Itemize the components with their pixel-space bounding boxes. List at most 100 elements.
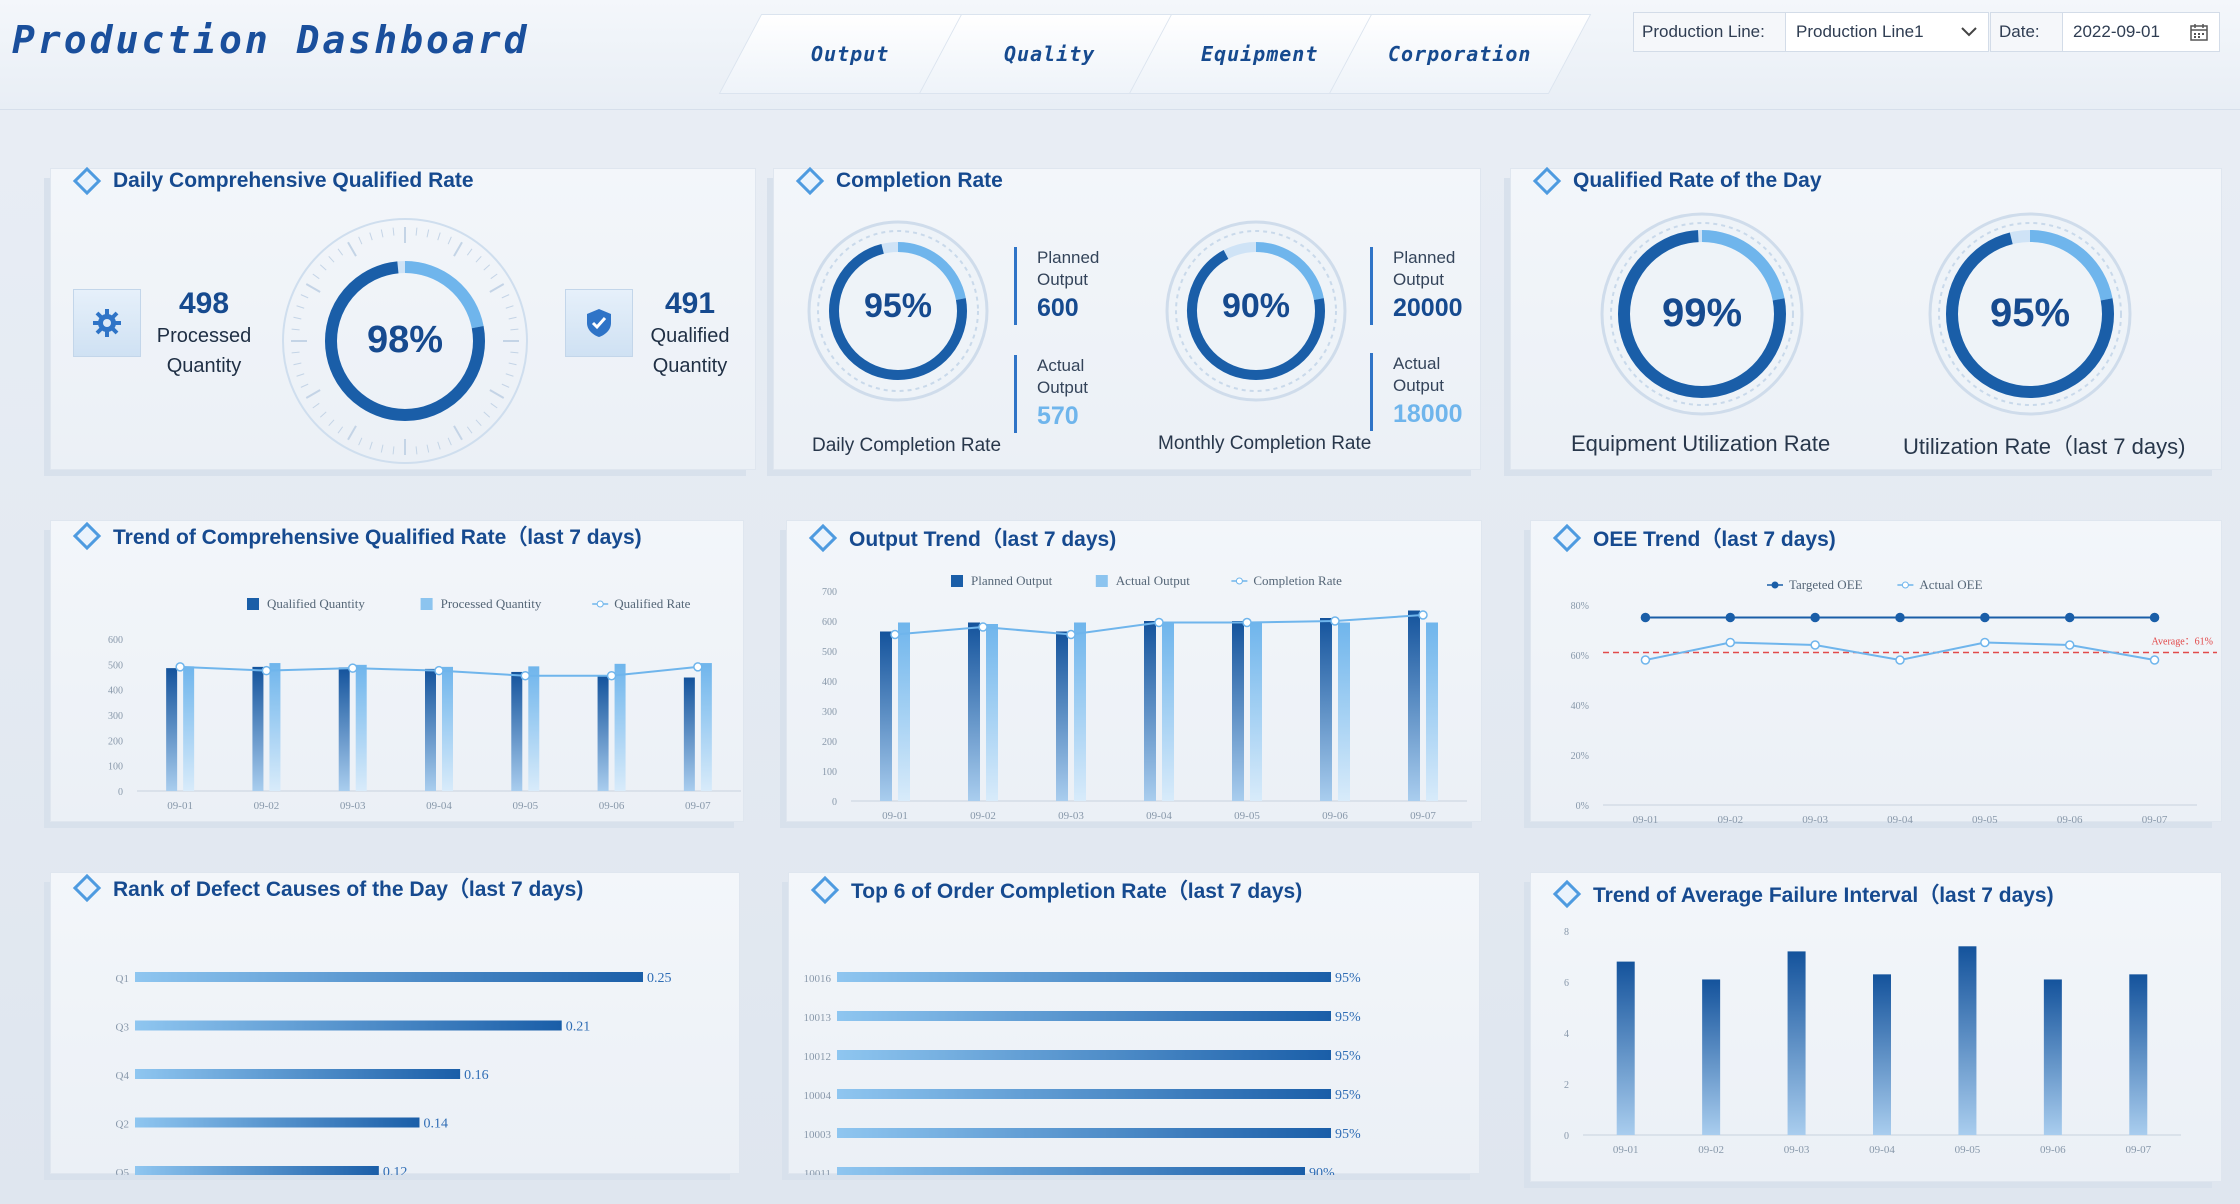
date-filter[interactable]: Date: 2022-09-01 bbox=[1990, 12, 2220, 52]
gauge-tick bbox=[437, 232, 441, 241]
daily-actual-output: Actual Output 570 bbox=[1014, 355, 1088, 433]
gauge-tick bbox=[453, 241, 463, 257]
x-tick-label: 09-02 bbox=[1717, 814, 1743, 823]
daily-planned-output: Planned Output 600 bbox=[1014, 247, 1099, 325]
value-label: 0.25 bbox=[647, 971, 672, 986]
diamond-icon bbox=[1552, 523, 1582, 553]
planned-label-2: Output bbox=[1393, 270, 1445, 289]
gauge-light-arc bbox=[325, 261, 485, 421]
svg-text:Qualified Rate: Qualified Rate bbox=[614, 596, 690, 611]
gauge-tick bbox=[447, 437, 452, 446]
line-point bbox=[693, 662, 703, 672]
line-point bbox=[1418, 610, 1428, 620]
value-label: 95% bbox=[1335, 1127, 1361, 1142]
gauge-tick bbox=[483, 411, 491, 418]
y-tick-label: 0% bbox=[1576, 801, 1589, 812]
gauge-tick bbox=[501, 294, 510, 299]
gauge-tick bbox=[369, 441, 373, 450]
gauge-tick bbox=[305, 389, 321, 399]
gauge-light-arc bbox=[1618, 230, 1786, 398]
monthly-actual-output: Actual Output 18000 bbox=[1370, 353, 1463, 431]
production-line-select[interactable]: Production Line1 bbox=[1786, 13, 1988, 51]
line-point bbox=[1895, 612, 1905, 623]
gauge-tick bbox=[291, 351, 300, 354]
value-label: 0.14 bbox=[423, 1117, 448, 1132]
bar bbox=[1320, 618, 1332, 801]
svg-text:Planned Output: Planned Output bbox=[971, 573, 1053, 588]
gauge-tick bbox=[305, 283, 321, 293]
gauge-tick bbox=[369, 232, 373, 241]
processed-label-2: Quantity bbox=[166, 355, 242, 377]
planned-value: 20000 bbox=[1393, 294, 1463, 322]
line-point bbox=[2149, 655, 2160, 665]
top-bar: Production Dashboard Output Quality Equi… bbox=[0, 0, 2240, 110]
actual-value: 18000 bbox=[1393, 400, 1463, 428]
value-label: 95% bbox=[1335, 971, 1361, 986]
average-label: Average：61% bbox=[2152, 637, 2213, 648]
page-title: Production Dashboard bbox=[12, 18, 530, 62]
x-tick-label: 09-05 bbox=[1955, 1144, 1981, 1156]
y-tick-label: 100 bbox=[822, 767, 837, 778]
diamond-icon bbox=[795, 166, 825, 196]
gauge-tick bbox=[505, 373, 514, 377]
gauge-tick bbox=[300, 383, 309, 388]
bar bbox=[511, 671, 523, 791]
x-tick-label: 09-03 bbox=[1802, 814, 1828, 823]
completion-rate-card: Completion Rate 95% Planned Output 600 A… bbox=[773, 166, 1481, 470]
tab-corporation[interactable]: Corporation bbox=[1328, 14, 1592, 94]
gauge-tick bbox=[426, 229, 430, 238]
production-line-filter[interactable]: Production Line: Production Line1 bbox=[1633, 12, 1989, 52]
bar bbox=[837, 1167, 1305, 1175]
gear-icon bbox=[73, 289, 141, 357]
y-tick-label: 500 bbox=[822, 647, 837, 658]
line-point bbox=[1810, 640, 1820, 650]
daily-completion-caption: Daily Completion Rate bbox=[812, 435, 1002, 456]
bar bbox=[1616, 961, 1635, 1135]
card-title: Rank of Defect Causes of the Day（last 7 … bbox=[113, 878, 584, 901]
y-tick-label: 300 bbox=[108, 711, 123, 722]
monthly-completion-gauge bbox=[1165, 220, 1347, 402]
y-tick-label: 200 bbox=[822, 737, 837, 748]
bar bbox=[183, 666, 195, 791]
bar bbox=[837, 1050, 1331, 1060]
svg-text:Qualified Quantity: Qualified Quantity bbox=[267, 596, 365, 611]
x-tick-label: 09-03 bbox=[340, 800, 366, 812]
gauge-tick bbox=[296, 373, 305, 377]
svg-text:Completion Rate: Completion Rate bbox=[1253, 573, 1342, 588]
bar bbox=[1250, 622, 1262, 801]
line-point bbox=[890, 629, 900, 640]
bar bbox=[2043, 979, 2062, 1135]
bar bbox=[252, 666, 264, 791]
svg-text:Actual OEE: Actual OEE bbox=[1919, 577, 1982, 592]
gauge-value-arc bbox=[325, 261, 485, 421]
calendar-icon[interactable] bbox=[2189, 22, 2209, 42]
date-input[interactable]: 2022-09-01 bbox=[2063, 13, 2219, 51]
bar bbox=[614, 663, 626, 791]
gauge-tick bbox=[415, 446, 418, 455]
output-trend-card: Output Trend（last 7 days) Planned Output… bbox=[786, 520, 1482, 822]
y-tick-label: 2 bbox=[1564, 1080, 1569, 1091]
y-tick-label: 60% bbox=[1571, 651, 1589, 662]
card-title: Output Trend（last 7 days) bbox=[849, 528, 1117, 551]
line-point bbox=[606, 670, 617, 681]
y-tick-label: 400 bbox=[822, 677, 837, 688]
gauge-tick bbox=[380, 444, 384, 453]
card-title: Trend of Average Failure Interval（last 7… bbox=[1593, 884, 2054, 907]
x-tick-label: 09-07 bbox=[1410, 810, 1436, 822]
production-line-label: Production Line: bbox=[1634, 13, 1786, 51]
bar bbox=[166, 668, 178, 791]
gauge-tick bbox=[415, 227, 418, 236]
daily-completion-gauge bbox=[807, 220, 989, 402]
line-point bbox=[2064, 612, 2075, 623]
bar bbox=[837, 1011, 1331, 1021]
gauge-tick bbox=[296, 305, 305, 309]
line-point bbox=[347, 663, 358, 673]
bar bbox=[837, 1128, 1331, 1138]
date-value: 2022-09-01 bbox=[2073, 22, 2160, 41]
qualified-quantity-stat: 491 Qualified Quantity bbox=[635, 287, 745, 381]
bar bbox=[837, 1089, 1331, 1099]
bar bbox=[1873, 974, 1891, 1135]
gauge-outer-ring bbox=[1928, 212, 2132, 416]
y-tick-label: 600 bbox=[822, 617, 837, 628]
y-tick-label: 8 bbox=[1564, 927, 1569, 938]
